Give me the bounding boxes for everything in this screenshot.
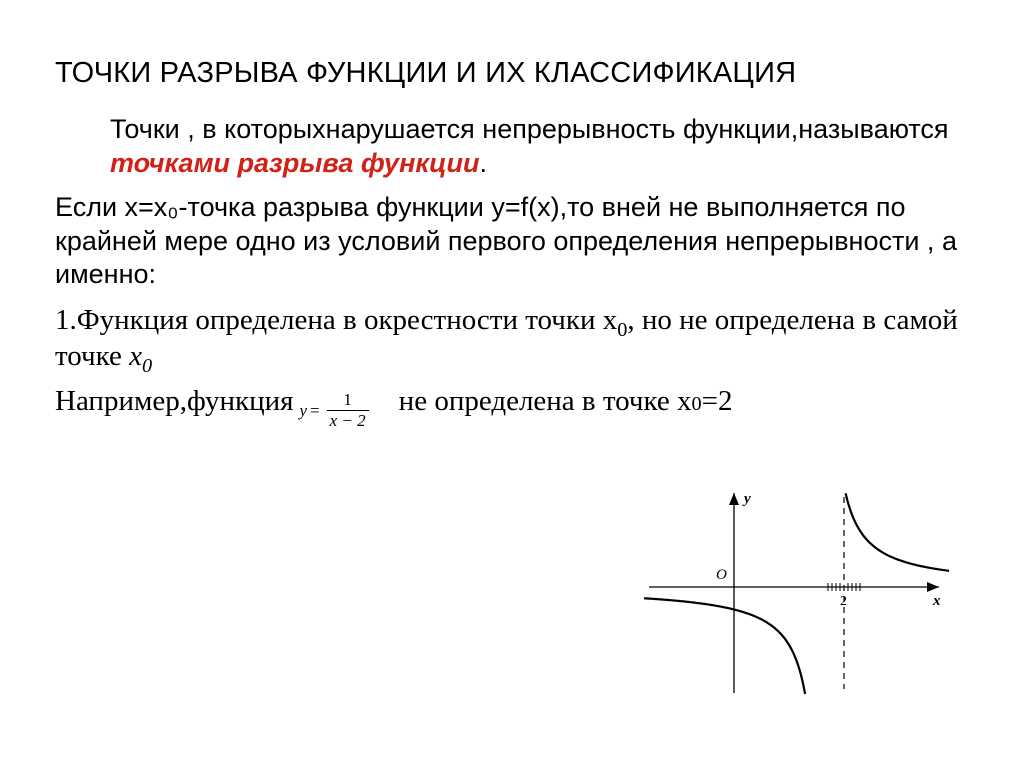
example-text-b: не определена в точке x <box>399 385 692 418</box>
graph-container: y x O 2 <box>639 483 949 708</box>
example-line: Например,функция y = 1 x − 2 не определе… <box>55 385 964 424</box>
item-1: 1.Функция определена в окрестности точки… <box>55 302 964 375</box>
slide-root: ТОЧКИ РАЗРЫВА ФУНКЦИИ И ИХ КЛАССИФИКАЦИЯ… <box>0 0 1024 768</box>
svg-text:2: 2 <box>840 594 847 609</box>
item-1-sub-b: 0 <box>142 355 152 377</box>
svg-text:O: O <box>716 567 727 583</box>
formula-eq: = <box>310 401 320 421</box>
item-1-x: x <box>129 340 142 372</box>
def-text-c: . <box>480 148 488 178</box>
formula-block: y = 1 x − 2 <box>300 391 369 430</box>
hyperbola-graph: y x O 2 <box>639 483 949 703</box>
def-text-a: Точки , в которыхнарушается непрерывност… <box>110 114 949 144</box>
condition-paragraph: Если х=х₀-точка разрыва функции y=f(x),т… <box>55 191 964 292</box>
formula-num: 1 <box>340 391 355 410</box>
formula-fraction: 1 x − 2 <box>327 391 369 430</box>
def-highlight: точками разрыва функции <box>110 148 480 178</box>
svg-text:y: y <box>742 491 751 507</box>
page-title: ТОЧКИ РАЗРЫВА ФУНКЦИИ И ИХ КЛАССИФИКАЦИЯ <box>55 55 964 91</box>
example-text-c: =2 <box>702 385 733 418</box>
definition-paragraph: Точки , в которыхнарушается непрерывност… <box>55 113 964 181</box>
formula-den: x − 2 <box>327 410 369 430</box>
item-1-text-a: 1.Функция определена в окрестности точки… <box>55 304 617 336</box>
svg-text:x: x <box>932 593 941 609</box>
formula-lhs: y <box>300 401 308 421</box>
item-1-sub-a: 0 <box>617 319 627 341</box>
example-text-a: Например,функция <box>55 385 294 418</box>
